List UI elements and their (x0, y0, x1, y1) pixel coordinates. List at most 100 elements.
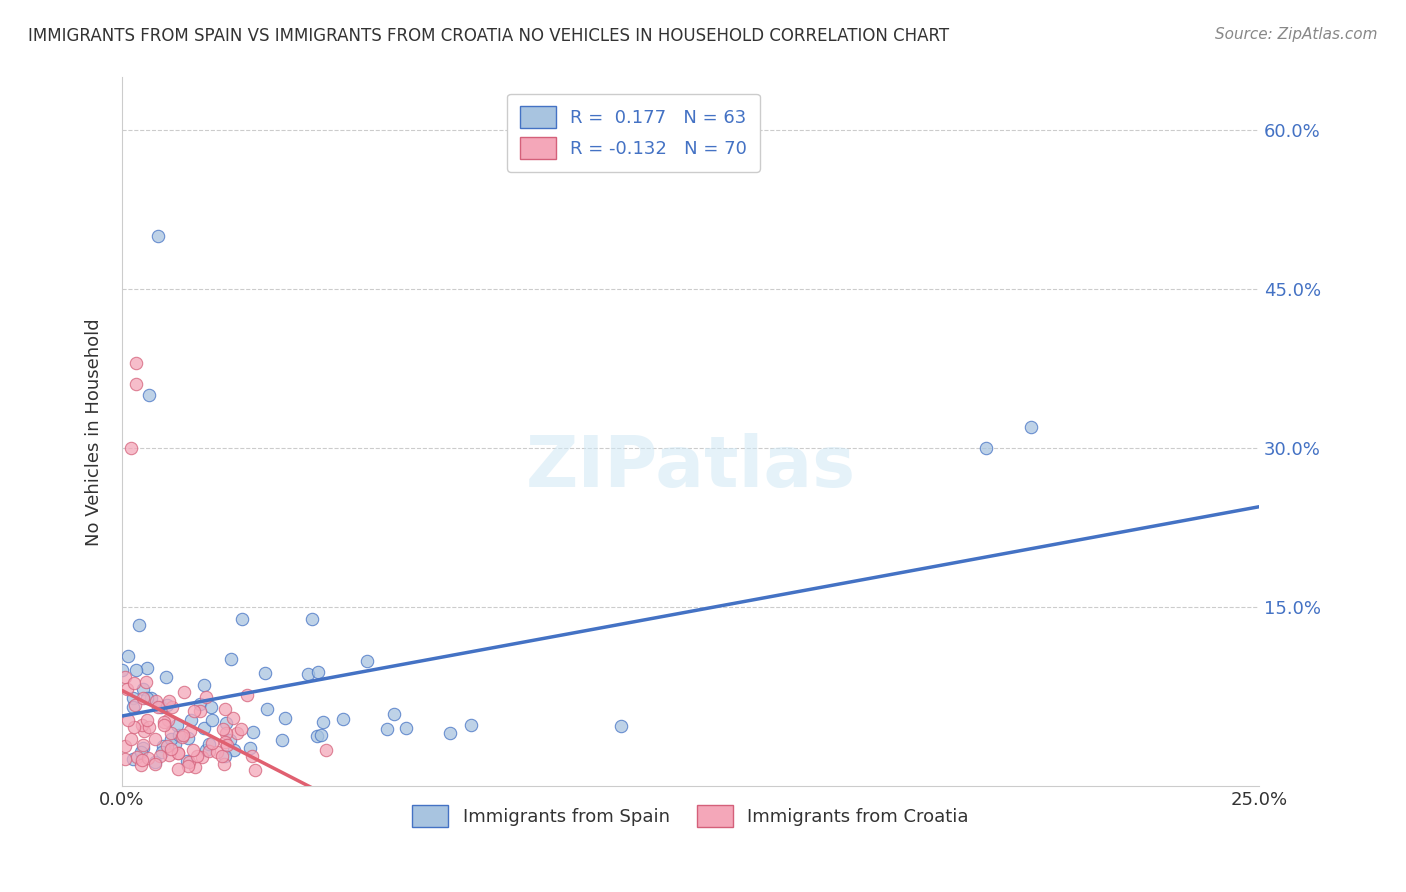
Immigrants from Spain (221, 652, 243, 666)
Immigrants from Croatia (117, 713, 139, 727)
Immigrants from Croatia (136, 713, 159, 727)
Immigrants from Croatia (214, 701, 236, 715)
Immigrants from Croatia (125, 356, 148, 370)
Immigrants from Spain (297, 667, 319, 681)
Immigrants from Spain (193, 721, 215, 735)
Immigrants from Spain (1021, 419, 1043, 434)
Immigrants from Spain (131, 741, 153, 756)
Immigrants from Croatia (166, 746, 188, 760)
Immigrants from Spain (121, 752, 143, 766)
Immigrants from Spain (152, 739, 174, 753)
Immigrants from Croatia (173, 685, 195, 699)
Immigrants from Spain (231, 612, 253, 626)
Immigrants from Spain (132, 682, 155, 697)
Immigrants from Spain (156, 698, 179, 713)
Immigrants from Spain (150, 745, 173, 759)
Immigrants from Croatia (181, 743, 204, 757)
Immigrants from Spain (200, 699, 222, 714)
Immigrants from Spain (273, 711, 295, 725)
Immigrants from Spain (218, 732, 240, 747)
Immigrants from Croatia (222, 711, 245, 725)
Immigrants from Croatia (131, 753, 153, 767)
Immigrants from Spain (150, 699, 173, 714)
Immigrants from Croatia (159, 726, 181, 740)
Immigrants from Croatia (195, 690, 218, 704)
Immigrants from Spain (194, 743, 217, 757)
Immigrants from Croatia (132, 738, 155, 752)
Immigrants from Croatia (211, 749, 233, 764)
Immigrants from Croatia (243, 763, 266, 777)
Immigrants from Croatia (122, 720, 145, 734)
Immigrants from Croatia (125, 377, 148, 392)
Immigrants from Croatia (132, 691, 155, 706)
Immigrants from Spain (610, 719, 633, 733)
Immigrants from Croatia (184, 760, 207, 774)
Immigrants from Spain (332, 712, 354, 726)
Immigrants from Croatia (217, 739, 239, 753)
Immigrants from Spain (222, 743, 245, 757)
Immigrants from Spain (136, 661, 159, 675)
Immigrants from Croatia (114, 670, 136, 684)
Immigrants from Croatia (188, 704, 211, 718)
Immigrants from Croatia (211, 722, 233, 736)
Immigrants from Croatia (120, 731, 142, 746)
Immigrants from Croatia (122, 676, 145, 690)
Immigrants from Croatia (157, 714, 180, 728)
Text: ZIPatlas: ZIPatlas (526, 433, 855, 502)
Immigrants from Spain (270, 732, 292, 747)
Immigrants from Croatia (167, 746, 190, 760)
Immigrants from Croatia (179, 724, 201, 739)
Immigrants from Croatia (170, 730, 193, 744)
Immigrants from Croatia (125, 749, 148, 764)
Immigrants from Croatia (131, 718, 153, 732)
Immigrants from Croatia (115, 681, 138, 696)
Immigrants from Spain (253, 666, 276, 681)
Immigrants from Croatia (166, 763, 188, 777)
Legend: Immigrants from Spain, Immigrants from Croatia: Immigrants from Spain, Immigrants from C… (405, 797, 976, 834)
Immigrants from Croatia (132, 723, 155, 738)
Immigrants from Croatia (153, 715, 176, 730)
Immigrants from Spain (460, 718, 482, 732)
Immigrants from Croatia (135, 675, 157, 690)
Immigrants from Croatia (226, 725, 249, 739)
Immigrants from Croatia (212, 756, 235, 771)
Immigrants from Spain (311, 715, 333, 730)
Immigrants from Spain (167, 728, 190, 742)
Immigrants from Spain (356, 654, 378, 668)
Immigrants from Croatia (120, 441, 142, 455)
Immigrants from Spain (214, 748, 236, 763)
Immigrants from Croatia (191, 749, 214, 764)
Immigrants from Spain (177, 731, 200, 745)
Immigrants from Spain (148, 229, 170, 244)
Immigrants from Croatia (138, 720, 160, 734)
Immigrants from Croatia (214, 735, 236, 749)
Immigrants from Spain (111, 663, 134, 677)
Immigrants from Spain (395, 721, 418, 735)
Immigrants from Croatia (129, 758, 152, 772)
Immigrants from Spain (122, 699, 145, 714)
Immigrants from Croatia (201, 736, 224, 750)
Immigrants from Croatia (145, 694, 167, 708)
Y-axis label: No Vehicles in Household: No Vehicles in Household (86, 318, 103, 546)
Immigrants from Croatia (240, 748, 263, 763)
Immigrants from Spain (198, 737, 221, 751)
Immigrants from Spain (382, 706, 405, 721)
Immigrants from Croatia (215, 726, 238, 740)
Immigrants from Croatia (153, 718, 176, 732)
Immigrants from Spain (242, 724, 264, 739)
Immigrants from Croatia (205, 746, 228, 760)
Immigrants from Spain (121, 691, 143, 706)
Immigrants from Croatia (160, 699, 183, 714)
Immigrants from Croatia (236, 688, 259, 702)
Immigrants from Croatia (160, 742, 183, 756)
Immigrants from Spain (974, 441, 997, 455)
Immigrants from Spain (238, 741, 260, 756)
Text: IMMIGRANTS FROM SPAIN VS IMMIGRANTS FROM CROATIA NO VEHICLES IN HOUSEHOLD CORREL: IMMIGRANTS FROM SPAIN VS IMMIGRANTS FROM… (28, 27, 949, 45)
Immigrants from Spain (256, 702, 278, 716)
Immigrants from Croatia (183, 704, 205, 718)
Immigrants from Spain (160, 731, 183, 746)
Immigrants from Croatia (172, 728, 194, 742)
Immigrants from Spain (201, 713, 224, 727)
Immigrants from Croatia (315, 743, 337, 757)
Immigrants from Croatia (159, 694, 181, 708)
